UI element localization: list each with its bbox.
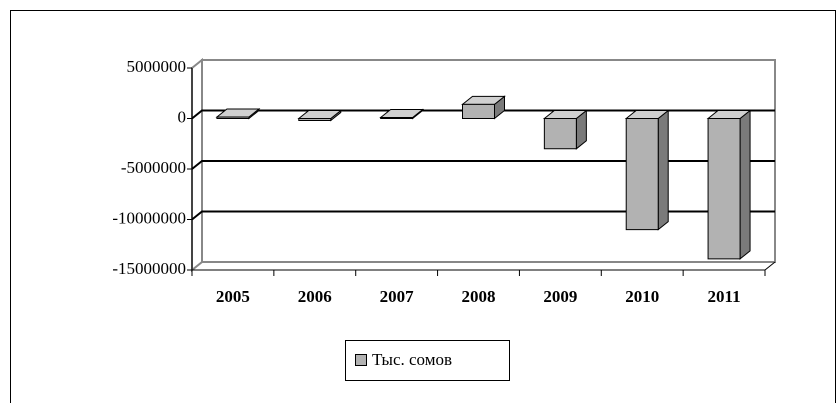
bar	[297, 109, 343, 122]
legend-label: Тыс. сомов	[372, 350, 452, 369]
legend-swatch	[355, 354, 367, 366]
x-tick-label: 2011	[708, 287, 741, 306]
bar	[706, 109, 752, 260]
bar-front	[380, 116, 414, 119]
bar-front	[216, 116, 250, 119]
bar-side	[739, 109, 751, 260]
y-tick-label: -5000000	[121, 158, 186, 177]
legend-box	[345, 340, 510, 381]
x-tick-label: 2007	[380, 287, 415, 306]
bar	[379, 108, 425, 120]
y-tick-label: -10000000	[112, 208, 186, 227]
bar	[624, 109, 670, 231]
bar-front	[298, 118, 332, 122]
y-tick-label: -15000000	[112, 259, 186, 278]
chart-border	[10, 10, 836, 403]
y-tick-label: 0	[178, 107, 187, 126]
grid-line	[191, 160, 775, 170]
bar-front	[707, 118, 741, 260]
y-tick-label: 5000000	[127, 57, 187, 76]
x-tick-label: 2009	[543, 287, 577, 306]
floor-edge	[192, 261, 776, 271]
x-tick-label: 2008	[462, 287, 496, 306]
x-tick-label: 2006	[298, 287, 332, 306]
bar-front	[462, 103, 495, 119]
bar	[542, 109, 588, 150]
bar	[461, 95, 506, 120]
bar	[215, 107, 261, 120]
grid-line	[191, 210, 775, 221]
bar-front	[625, 118, 659, 231]
x-tick-label: 2010	[625, 287, 659, 306]
bar-front	[543, 118, 577, 150]
x-tick-label: 2005	[216, 287, 250, 306]
bar-side	[657, 109, 669, 231]
